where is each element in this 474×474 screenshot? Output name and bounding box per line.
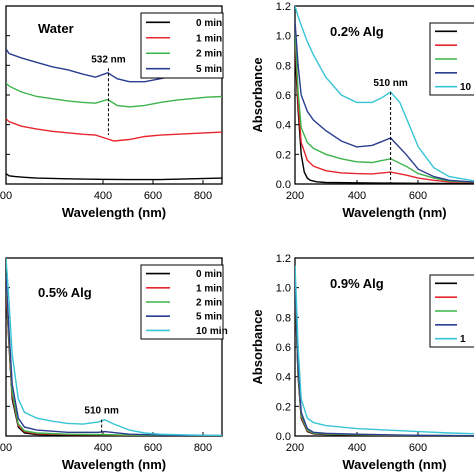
peak-label: 510 nm (84, 406, 119, 417)
legend-label: 0 min (196, 18, 222, 29)
y-tick-label: 0.4 (276, 120, 291, 132)
series-line-5 (6, 258, 222, 436)
x-axis-label: Wavelength (nm) (342, 205, 446, 220)
legend-box (140, 12, 224, 79)
series-line-3 (6, 82, 222, 108)
y-tick-label: 1.0 (276, 31, 291, 43)
x-tick-label: 00 (0, 190, 12, 202)
series-line-5 (295, 6, 474, 182)
peak-label: 510 nm (373, 78, 408, 89)
legend: 0 min 1 min 2 min 5 min 10 min (140, 264, 228, 340)
panel-2: 200 400 600 0.0 0.2 0.4 0.6 0.8 1.0 1.2 Wavelength… (250, 1, 474, 220)
legend: 1 (429, 274, 474, 348)
legend-label: 5 min (196, 312, 222, 323)
panel-title: 0.2% Alg (330, 24, 384, 39)
series-line-4 (6, 275, 222, 436)
x-tick-label: 800 (194, 442, 212, 454)
x-tick-label: 200 (286, 442, 304, 454)
x-tick-label: 600 (409, 190, 427, 202)
legend-label: 1 min (196, 283, 222, 294)
y-tick-label: 0.6 (276, 342, 291, 354)
legend-label: 1 (460, 334, 466, 345)
y-axis-label: Absorbance (250, 309, 265, 384)
x-tick-label: 800 (194, 190, 212, 202)
x-axis-label: Wavelength (nm) (62, 457, 166, 472)
y-tick-label: 1.2 (276, 1, 291, 13)
series-group (6, 48, 222, 181)
series-line-1 (6, 173, 222, 181)
legend-label: 2 min (196, 298, 222, 309)
y-tick-label: 0.4 (276, 372, 291, 384)
y-tick-label: 0.6 (276, 90, 291, 102)
panel-4: 200 400 600 0.0 0.2 0.4 0.6 0.8 1.0 1.2 Wavelength… (250, 253, 474, 472)
legend-label: 1 min (196, 33, 222, 44)
x-tick-label: 400 (348, 442, 366, 454)
series-line-2 (6, 118, 222, 142)
x-tick-label: 400 (94, 442, 112, 454)
series-group (295, 6, 474, 184)
y-tick-label: 1.2 (276, 253, 291, 265)
panel-title: 0.9% Alg (330, 276, 384, 291)
x-tick-label: 400 (94, 190, 112, 202)
series-line-2 (295, 35, 474, 184)
panel-title: 0.5% Alg (38, 285, 92, 300)
legend-label: 0 min (196, 269, 222, 280)
y-tick-label: 0.2 (276, 401, 291, 413)
series-line-4 (295, 280, 474, 436)
panel-title: Water (38, 21, 74, 36)
x-tick-label: 400 (348, 190, 366, 202)
legend-label: 2 min (196, 49, 222, 60)
panel-1: 00 400 600 800 Wavelength (nm) 532 nm Water 0 m… (0, 5, 224, 220)
x-tick-label: 00 (0, 442, 12, 454)
x-tick-label: 200 (286, 190, 304, 202)
series-line-3 (295, 28, 474, 183)
series-line-4 (295, 20, 474, 183)
y-tick-label: 0.0 (276, 179, 291, 191)
y-tick-label: 0.8 (276, 60, 291, 72)
legend: 10 (429, 22, 474, 96)
series-line-5 (295, 265, 474, 435)
series-line-1 (295, 50, 474, 184)
x-tick-label: 600 (409, 442, 427, 454)
y-tick-label: 0.2 (276, 149, 291, 161)
x-axis-label: Wavelength (nm) (62, 205, 166, 220)
legend: 0 min 1 min 2 min 5 min (140, 12, 224, 79)
legend-label: 5 min (196, 64, 222, 75)
x-tick-label: 600 (144, 190, 162, 202)
y-tick-label: 0.0 (276, 431, 291, 443)
panel-3: 00 400 600 800 Wavelength (nm) 510 nm 0.5% Alg… (0, 257, 228, 472)
series-group (6, 258, 222, 436)
x-tick-label: 600 (144, 442, 162, 454)
peak-label: 532 nm (91, 54, 126, 65)
y-axis-label: Absorbance (250, 57, 265, 132)
series-group (295, 265, 474, 436)
legend-label: 10 min (196, 326, 228, 337)
y-tick-label: 1.0 (276, 283, 291, 295)
legend-label: 10 (460, 82, 472, 93)
x-axis-label: Wavelength (nm) (342, 457, 446, 472)
y-tick-label: 0.8 (276, 312, 291, 324)
